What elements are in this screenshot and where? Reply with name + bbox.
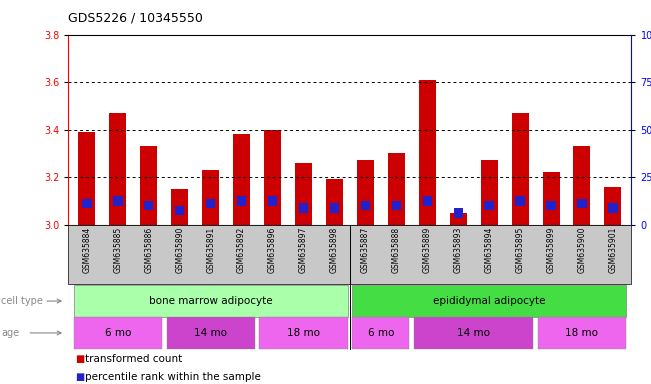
Bar [295,163,312,225]
Bar [516,196,525,205]
Bar [109,113,126,225]
Bar [454,208,463,217]
Bar [82,199,92,208]
Text: 6 mo: 6 mo [368,328,394,338]
Bar [206,199,215,208]
Text: GSM635898: GSM635898 [330,227,339,273]
Text: ■: ■ [75,354,84,364]
Text: 14 mo: 14 mo [457,328,490,338]
Bar [480,161,497,225]
Text: bone marrow adipocyte: bone marrow adipocyte [149,296,273,306]
Bar [604,187,622,225]
Text: 18 mo: 18 mo [566,328,598,338]
Bar [422,196,432,205]
Text: GSM635900: GSM635900 [577,227,587,273]
Bar [450,213,467,225]
Text: GSM635896: GSM635896 [268,227,277,273]
Bar [141,146,158,225]
Text: GSM635894: GSM635894 [484,227,493,273]
Bar [113,196,122,205]
Text: GSM635886: GSM635886 [145,227,153,273]
Text: GSM635897: GSM635897 [299,227,308,273]
Bar [484,201,494,210]
Bar [264,130,281,225]
Bar [546,201,556,210]
Bar [392,201,401,210]
Bar [299,203,308,213]
Text: age: age [1,328,20,338]
Bar [608,203,618,213]
Text: GSM635895: GSM635895 [516,227,525,273]
Bar [512,113,529,225]
Bar [542,172,559,225]
Bar [361,201,370,210]
Bar [237,196,246,205]
Text: GSM635891: GSM635891 [206,227,215,273]
Text: GSM635901: GSM635901 [609,227,617,273]
Bar [330,203,339,213]
Text: GDS5226 / 10345550: GDS5226 / 10345550 [68,12,203,25]
Bar [388,153,405,225]
Text: GSM635892: GSM635892 [237,227,246,273]
Bar [574,146,590,225]
Bar [144,201,154,210]
Bar [357,161,374,225]
Text: GSM635899: GSM635899 [547,227,555,273]
Bar [577,199,587,208]
Text: GSM635884: GSM635884 [83,227,91,273]
Bar [175,205,184,215]
Text: GSM635885: GSM635885 [113,227,122,273]
Text: 14 mo: 14 mo [194,328,227,338]
Text: GSM635893: GSM635893 [454,227,463,273]
Text: ■: ■ [75,372,84,382]
Text: 6 mo: 6 mo [105,328,131,338]
Text: transformed count: transformed count [85,354,182,364]
Text: GSM635889: GSM635889 [422,227,432,273]
Bar [268,196,277,205]
Bar [202,170,219,225]
Text: GSM635888: GSM635888 [392,227,401,273]
Text: cell type: cell type [1,296,43,306]
Text: percentile rank within the sample: percentile rank within the sample [85,372,260,382]
Text: GSM635890: GSM635890 [175,227,184,273]
Text: 18 mo: 18 mo [287,328,320,338]
Text: GSM635887: GSM635887 [361,227,370,273]
Text: epididymal adipocyte: epididymal adipocyte [433,296,546,306]
Bar [326,179,343,225]
Bar [171,189,188,225]
Bar [419,80,436,225]
Bar [233,134,250,225]
Bar [78,132,96,225]
